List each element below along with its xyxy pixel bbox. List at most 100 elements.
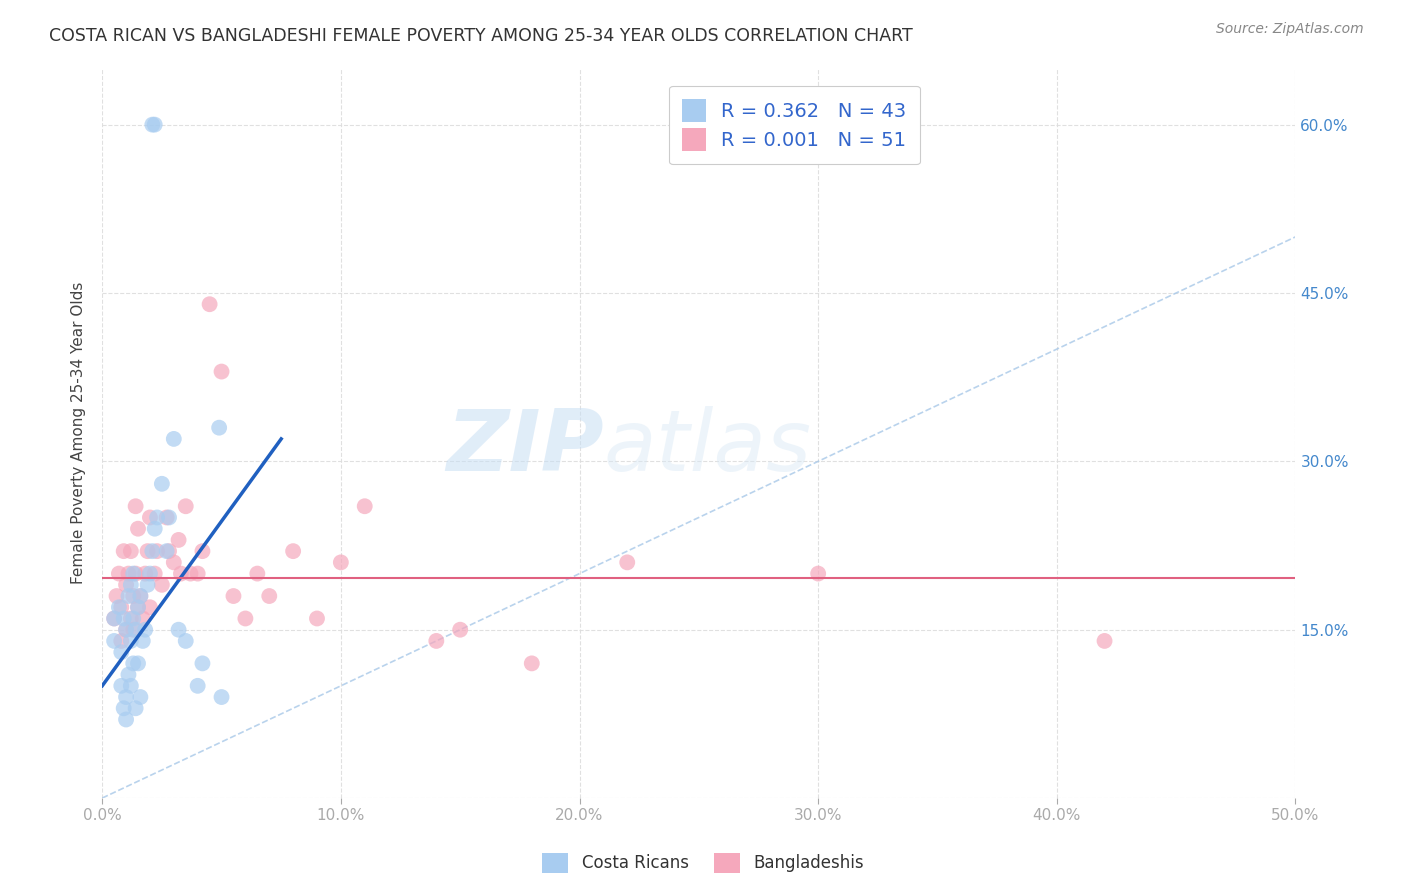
Point: [150, 476, 173, 491]
Point: [115, 690, 138, 704]
Point: [353, 500, 375, 514]
Point: [187, 566, 209, 581]
Point: [127, 657, 149, 671]
Point: [167, 533, 190, 547]
Point: [129, 589, 152, 603]
Text: ZIP: ZIP: [446, 407, 603, 490]
Point: [170, 566, 193, 581]
Point: [174, 500, 197, 514]
Point: [281, 544, 304, 558]
Point: [132, 611, 155, 625]
Point: [124, 500, 146, 514]
Point: [163, 432, 186, 446]
Point: [616, 555, 638, 569]
Point: [167, 623, 190, 637]
Point: [141, 544, 163, 558]
Point: [211, 365, 233, 379]
Point: [305, 611, 328, 625]
Point: [246, 566, 269, 581]
Point: [110, 645, 132, 659]
Point: [139, 566, 162, 581]
Point: [208, 420, 231, 434]
Point: [146, 544, 169, 558]
Point: [129, 589, 152, 603]
Point: [127, 600, 149, 615]
Legend: R = 0.362   N = 43, R = 0.001   N = 51: R = 0.362 N = 43, R = 0.001 N = 51: [669, 86, 920, 164]
Point: [134, 623, 156, 637]
Point: [198, 297, 221, 311]
Point: [120, 611, 142, 625]
Point: [191, 544, 214, 558]
Point: [129, 690, 152, 704]
Point: [122, 657, 145, 671]
Point: [425, 634, 447, 648]
Point: [117, 566, 139, 581]
Point: [156, 544, 179, 558]
Point: [120, 634, 142, 648]
Point: [141, 118, 163, 132]
Point: [150, 578, 173, 592]
Point: [143, 522, 166, 536]
Point: [449, 623, 471, 637]
Point: [179, 566, 201, 581]
Point: [143, 566, 166, 581]
Point: [157, 544, 180, 558]
Point: [112, 611, 135, 625]
Point: [222, 589, 245, 603]
Point: [259, 589, 281, 603]
Point: [117, 667, 139, 681]
Point: [124, 701, 146, 715]
Point: [120, 544, 142, 558]
Point: [115, 578, 138, 592]
Point: [122, 611, 145, 625]
Point: [124, 566, 146, 581]
Point: [1094, 634, 1116, 648]
Point: [127, 522, 149, 536]
Point: [108, 566, 131, 581]
Point: [174, 634, 197, 648]
Point: [134, 566, 156, 581]
Point: [520, 657, 543, 671]
Point: [124, 623, 146, 637]
Text: atlas: atlas: [603, 407, 811, 490]
Point: [191, 657, 214, 671]
Point: [103, 611, 125, 625]
Point: [112, 544, 135, 558]
Text: Source: ZipAtlas.com: Source: ZipAtlas.com: [1216, 22, 1364, 37]
Point: [115, 713, 138, 727]
Point: [139, 600, 162, 615]
Point: [127, 600, 149, 615]
Point: [120, 679, 142, 693]
Point: [122, 623, 145, 637]
Point: [136, 578, 159, 592]
Point: [235, 611, 257, 625]
Point: [139, 510, 162, 524]
Point: [112, 701, 135, 715]
Point: [108, 600, 131, 615]
Point: [187, 679, 209, 693]
Point: [110, 679, 132, 693]
Y-axis label: Female Poverty Among 25-34 Year Olds: Female Poverty Among 25-34 Year Olds: [72, 282, 86, 584]
Point: [136, 544, 159, 558]
Point: [110, 634, 132, 648]
Point: [105, 589, 128, 603]
Point: [146, 510, 169, 524]
Point: [163, 555, 186, 569]
Point: [110, 600, 132, 615]
Point: [329, 555, 352, 569]
Point: [807, 566, 830, 581]
Point: [122, 566, 145, 581]
Point: [103, 634, 125, 648]
Text: COSTA RICAN VS BANGLADESHI FEMALE POVERTY AMONG 25-34 YEAR OLDS CORRELATION CHAR: COSTA RICAN VS BANGLADESHI FEMALE POVERT…: [49, 27, 912, 45]
Point: [132, 634, 155, 648]
Point: [117, 589, 139, 603]
Point: [120, 578, 142, 592]
Point: [115, 623, 138, 637]
Legend: Costa Ricans, Bangladeshis: Costa Ricans, Bangladeshis: [536, 847, 870, 880]
Point: [103, 611, 125, 625]
Point: [115, 623, 138, 637]
Point: [157, 510, 180, 524]
Point: [156, 510, 179, 524]
Point: [143, 118, 166, 132]
Point: [211, 690, 233, 704]
